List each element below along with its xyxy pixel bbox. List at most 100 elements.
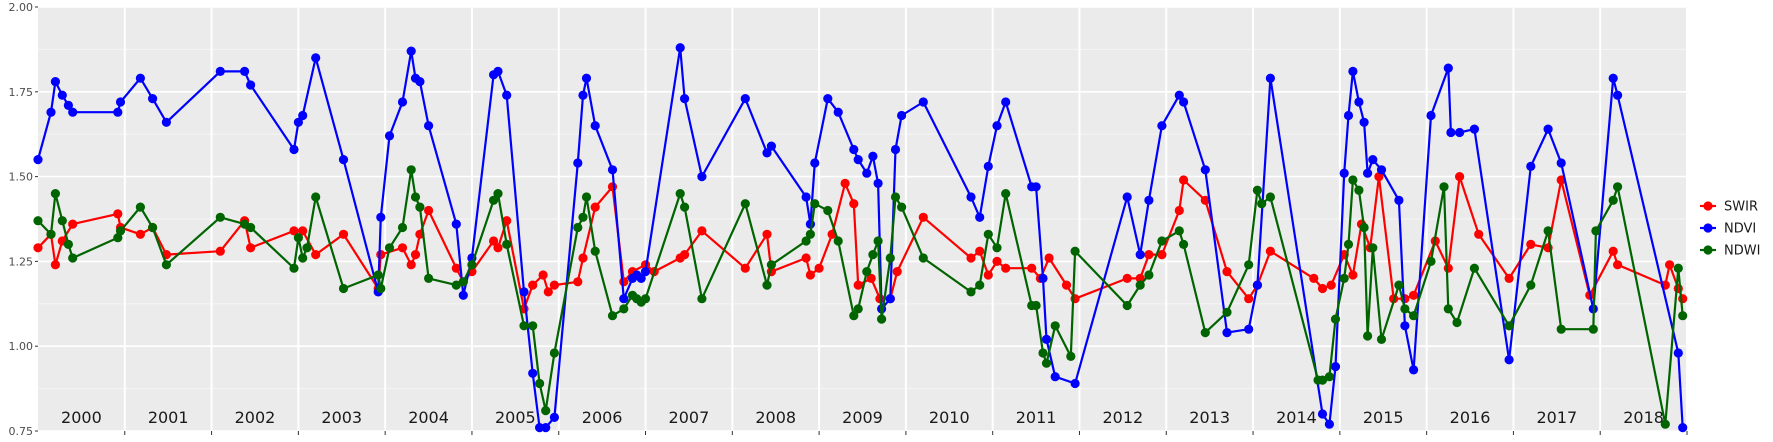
data-point-ndvi [1348,66,1358,76]
data-point-swir [397,243,408,253]
data-point-ndwi [115,226,126,236]
data-point-swir [1678,294,1688,304]
data-point-ndvi [1244,324,1254,334]
year-label: 2001 [148,408,189,427]
data-point-swir [451,263,461,273]
data-point-ndvi [1394,195,1404,205]
data-point-ndwi [535,378,545,389]
legend: SWIR NDVI NDWI [1700,200,1760,259]
data-point-ndwi [1660,419,1670,429]
data-point-swir [289,226,299,236]
year-label: 2005 [495,408,536,427]
data-point-ndwi [1324,372,1334,382]
data-point-ndvi [1504,355,1514,365]
data-point-ndvi [740,94,750,104]
data-point-swir [805,270,816,280]
data-point-swir [68,219,78,229]
data-point-ndwi [853,304,863,314]
data-point-ndwi [502,239,512,249]
data-point-ndwi [489,195,499,205]
legend-key-marker [1703,245,1713,255]
data-point-swir [406,260,416,270]
series-ndvi [33,43,1688,433]
data-point-ndwi [992,243,1002,253]
data-point-swir [849,199,859,209]
data-point-swir [1027,263,1037,273]
data-point-swir [1665,260,1675,270]
data-point-ndvi [1050,372,1060,382]
data-point-swir [866,273,876,283]
data-point-ndwi [1265,192,1275,202]
data-point-swir [1135,273,1145,283]
data-point-ndvi [1200,165,1210,175]
year-label: 2010 [929,408,970,427]
data-point-ndwi [983,229,993,239]
legend-item-ndvi: NDVI [1700,222,1756,237]
data-point-ndvi [384,131,395,141]
year-label: 2000 [61,408,102,427]
data-point-ndwi [823,205,833,216]
data-point-ndwi [1257,199,1267,209]
data-point-ndwi [1041,358,1052,368]
series-layer [33,43,1688,433]
data-point-swir [1326,280,1336,290]
data-point-ndvi [135,73,145,83]
data-point-ndwi [1368,243,1378,253]
data-point-ndwi [877,314,887,324]
data-point-ndwi [338,283,349,294]
data-point-ndvi [1613,90,1623,100]
data-point-swir [1455,172,1465,182]
data-point-ndvi [636,273,646,283]
data-point-ndwi [873,236,883,246]
data-point-ndwi [1673,263,1683,273]
data-point-ndwi [573,222,583,233]
data-point-ndwi [590,246,600,256]
data-point-ndvi [1174,90,1184,100]
data-point-ndvi [1678,423,1688,433]
data-point-ndwi [1426,256,1436,266]
data-point-ndwi [1157,236,1167,246]
data-point-ndvi [1359,117,1369,127]
data-point-swir [543,287,553,297]
data-point-swir [892,267,902,277]
data-point-swir [1070,294,1080,304]
data-point-swir [338,229,349,239]
data-point-ndwi [849,311,859,321]
data-point-ndvi [1376,165,1387,175]
data-point-swir [619,277,629,287]
data-point-ndvi [966,192,976,202]
data-point-ndwi [966,287,976,297]
year-label: 2014 [1276,408,1317,427]
data-point-swir [814,263,824,273]
legend-label-ndvi: NDVI [1724,222,1756,237]
data-point-ndwi [619,304,629,314]
data-point-ndvi [1354,97,1364,107]
data-point-ndvi [541,423,551,433]
data-point-swir [1174,205,1184,216]
data-point-ndwi [57,216,67,226]
data-point-ndvi [992,121,1002,131]
y-tick-label: 2.00 [9,1,34,14]
data-point-ndwi [607,311,618,321]
data-point-ndwi [1244,260,1254,270]
data-point-swir [1244,294,1254,304]
data-point-ndvi [57,90,67,100]
data-point-swir [215,246,225,256]
data-point-ndwi [406,165,416,175]
data-point-ndwi [1613,182,1623,192]
y-tick-label: 1.25 [9,255,34,268]
year-labels: 2000 2001 2002 2003 2004 2005 2006 2007 2008 2009… [61,408,1664,427]
data-point-ndvi [246,80,256,90]
data-point-swir [1409,290,1419,300]
data-point-ndvi [33,155,43,165]
data-point-ndvi [1608,73,1618,83]
data-point-swir [410,250,421,260]
data-point-ndwi [766,260,777,270]
data-point-ndvi [766,141,777,151]
data-point-ndwi [384,243,395,253]
data-point-ndwi [801,236,811,246]
data-point-swir [1222,267,1232,277]
data-point-ndvi [519,287,529,297]
y-tick-label: 1.00 [9,340,34,353]
data-point-ndvi [1409,365,1419,375]
